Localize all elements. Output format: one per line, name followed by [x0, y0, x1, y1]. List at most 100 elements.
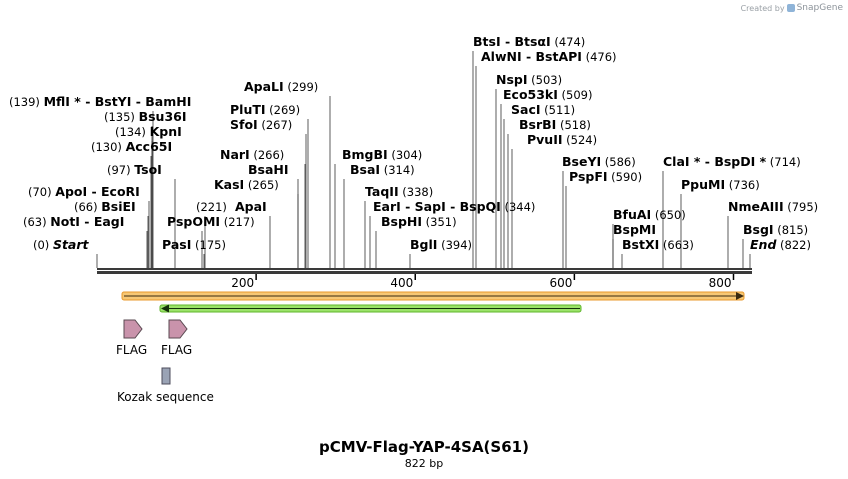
site-nm-pspfi: PspFI	[569, 169, 608, 184]
site-label-sfoi[interactable]: SfoI (267)	[230, 117, 292, 132]
site-label-start[interactable]: (0) Start	[33, 237, 90, 252]
site-pos-taqii: (338)	[399, 185, 434, 199]
site-pos-pspfi: (590)	[608, 170, 643, 184]
site-label-bsai[interactable]: BsaI (314)	[350, 162, 415, 177]
site-pos-sfoi: (267)	[258, 118, 293, 132]
site-pos-bsrbi: (518)	[556, 118, 591, 132]
site-pos-alwni: (476)	[582, 50, 617, 64]
site-label-apali[interactable]: ApaLI (299)	[244, 79, 318, 94]
flag-feature-1-arrow[interactable]	[123, 319, 143, 339]
site-nm-eari: EarI - SapI - BspQI	[373, 199, 501, 214]
site-nm-acc65i: Acc65I	[126, 139, 173, 154]
site-pos-clai: (714)	[766, 155, 801, 169]
site-label-bstxi[interactable]: BstXI (663)	[622, 237, 694, 252]
site-label-acc65i[interactable]: (130) Acc65I	[91, 139, 172, 154]
site-label-bspmi[interactable]: BspMI	[613, 222, 656, 237]
site-label-bsahi[interactable]: BsaHI	[248, 162, 289, 177]
site-pos-pvuii: (524)	[563, 133, 598, 147]
site-pos-bstxi: (663)	[659, 238, 694, 252]
site-pos-acc65i: (130)	[91, 140, 126, 154]
site-nm-taqii: TaqII	[365, 184, 399, 199]
site-nm-bfuai: BfuAI	[613, 207, 651, 222]
flag-feature-1-label: FLAG	[116, 343, 148, 357]
site-nm-kasi: KasI	[214, 177, 244, 192]
site-label-noti[interactable]: (63) NotI - EagI	[23, 214, 124, 229]
site-pos-nspi: (503)	[528, 73, 563, 87]
site-label-bsiei[interactable]: (66) BsiEI	[74, 199, 136, 214]
site-pos-kasi: (265)	[244, 178, 279, 192]
kozak-feature-label: Kozak sequence	[117, 390, 214, 404]
site-pos-pluti: (269)	[266, 103, 301, 117]
site-label-mfli[interactable]: (139) MflI * - BstYI - BamHI	[9, 94, 191, 109]
site-label-nspi[interactable]: NspI (503)	[496, 72, 562, 87]
site-nm-bsu36i: Bsu36I	[139, 109, 187, 124]
site-label-bsmbi_221[interactable]: (221)	[196, 200, 227, 214]
site-label-kasi[interactable]: KasI (265)	[214, 177, 279, 192]
site-pos-ppumi: (736)	[725, 178, 760, 192]
site-pos-bgli: (394)	[437, 238, 472, 252]
site-nm-end: End	[750, 237, 777, 252]
site-pos-bfuai: (650)	[651, 208, 686, 222]
site-pos-eco53ki: (509)	[558, 88, 593, 102]
site-nm-start: Start	[53, 237, 90, 252]
kozak-feature-box[interactable]	[161, 367, 171, 385]
site-nm-bsgi: BsgI	[743, 222, 774, 237]
site-pos-bseyi: (586)	[601, 155, 636, 169]
site-label-pspfi[interactable]: PspFI (590)	[569, 169, 642, 184]
feature-green[interactable]	[159, 304, 582, 313]
site-label-taqii[interactable]: TaqII (338)	[365, 184, 433, 199]
site-label-apai[interactable]: ApaI	[235, 199, 267, 214]
site-label-clai[interactable]: ClaI * - BspDI * (714)	[663, 154, 801, 169]
site-label-bsrbi[interactable]: BsrBI (518)	[519, 117, 591, 132]
site-pos-apali: (299)	[284, 80, 319, 94]
site-label-saci[interactable]: SacI (511)	[511, 102, 575, 117]
site-label-tsoi[interactable]: (97) TsoI	[107, 162, 162, 177]
ruler-ticks: 200 400 600 800	[231, 274, 735, 290]
site-pos-pspomi: (217)	[220, 215, 255, 229]
site-pos-mfli: (139)	[9, 95, 44, 109]
site-label-nari[interactable]: NarI (266)	[220, 147, 284, 162]
feature-orange[interactable]	[121, 291, 745, 301]
tick-label: 400	[390, 276, 413, 290]
tick-label: 600	[549, 276, 572, 290]
watermark-brand: SnapGene	[796, 3, 843, 13]
site-label-apoi[interactable]: (70) ApoI - EcoRI	[28, 184, 140, 199]
site-nm-bseyi: BseYI	[562, 154, 601, 169]
site-nm-bgli: BglI	[410, 237, 437, 252]
site-label-btsi[interactable]: BtsI - BtsαI (474)	[473, 34, 585, 49]
site-label-bmgbi[interactable]: BmgBI (304)	[342, 147, 422, 162]
site-nm-pluti: PluTI	[230, 102, 266, 117]
site-label-kpni[interactable]: (134) KpnI	[115, 124, 182, 139]
site-pos-bsu36i: (135)	[104, 110, 139, 124]
site-label-end[interactable]: End (822)	[750, 237, 811, 252]
site-label-pvuii[interactable]: PvuII (524)	[527, 132, 597, 147]
site-nm-bsahi: BsaHI	[248, 162, 289, 177]
site-label-bseyi[interactable]: BseYI (586)	[562, 154, 636, 169]
flag-feature-2-arrow[interactable]	[168, 319, 188, 339]
site-nm-tsoi: TsoI	[134, 162, 162, 177]
site-nm-eco53ki: Eco53kI	[503, 87, 558, 102]
site-label-bgli[interactable]: BglI (394)	[410, 237, 472, 252]
site-pos-pasi: (175)	[191, 238, 226, 252]
site-nm-nari: NarI	[220, 147, 250, 162]
site-label-pluti[interactable]: PluTI (269)	[230, 102, 300, 117]
site-pos-nari: (266)	[250, 148, 285, 162]
site-label-bsu36i[interactable]: (135) Bsu36I	[104, 109, 187, 124]
site-label-ppumi[interactable]: PpuMI (736)	[681, 177, 760, 192]
site-label-pspomi[interactable]: PspOMI (217)	[167, 214, 255, 229]
site-label-bsphi[interactable]: BspHI (351)	[381, 214, 457, 229]
site-label-alwni[interactable]: AlwNI - BstAPI (476)	[481, 49, 617, 64]
site-label-nmeaiii[interactable]: NmeAIII (795)	[728, 199, 818, 214]
site-nm-bsphi: BspHI	[381, 214, 422, 229]
flag-feature-2-label: FLAG	[161, 343, 193, 357]
site-label-bsgi[interactable]: BsgI (815)	[743, 222, 808, 237]
site-leader-lines	[96, 51, 751, 268]
site-nm-saci: SacI	[511, 102, 541, 117]
site-label-eco53ki[interactable]: Eco53kI (509)	[503, 87, 593, 102]
site-label-eari[interactable]: EarI - SapI - BspQI (344)	[373, 199, 535, 214]
site-label-pasi[interactable]: PasI (175)	[162, 237, 226, 252]
site-nm-nmeaiii: NmeAIII	[728, 199, 784, 214]
site-label-bfuai[interactable]: BfuAI (650)	[613, 207, 686, 222]
site-pos-tsoi: (97)	[107, 163, 134, 177]
